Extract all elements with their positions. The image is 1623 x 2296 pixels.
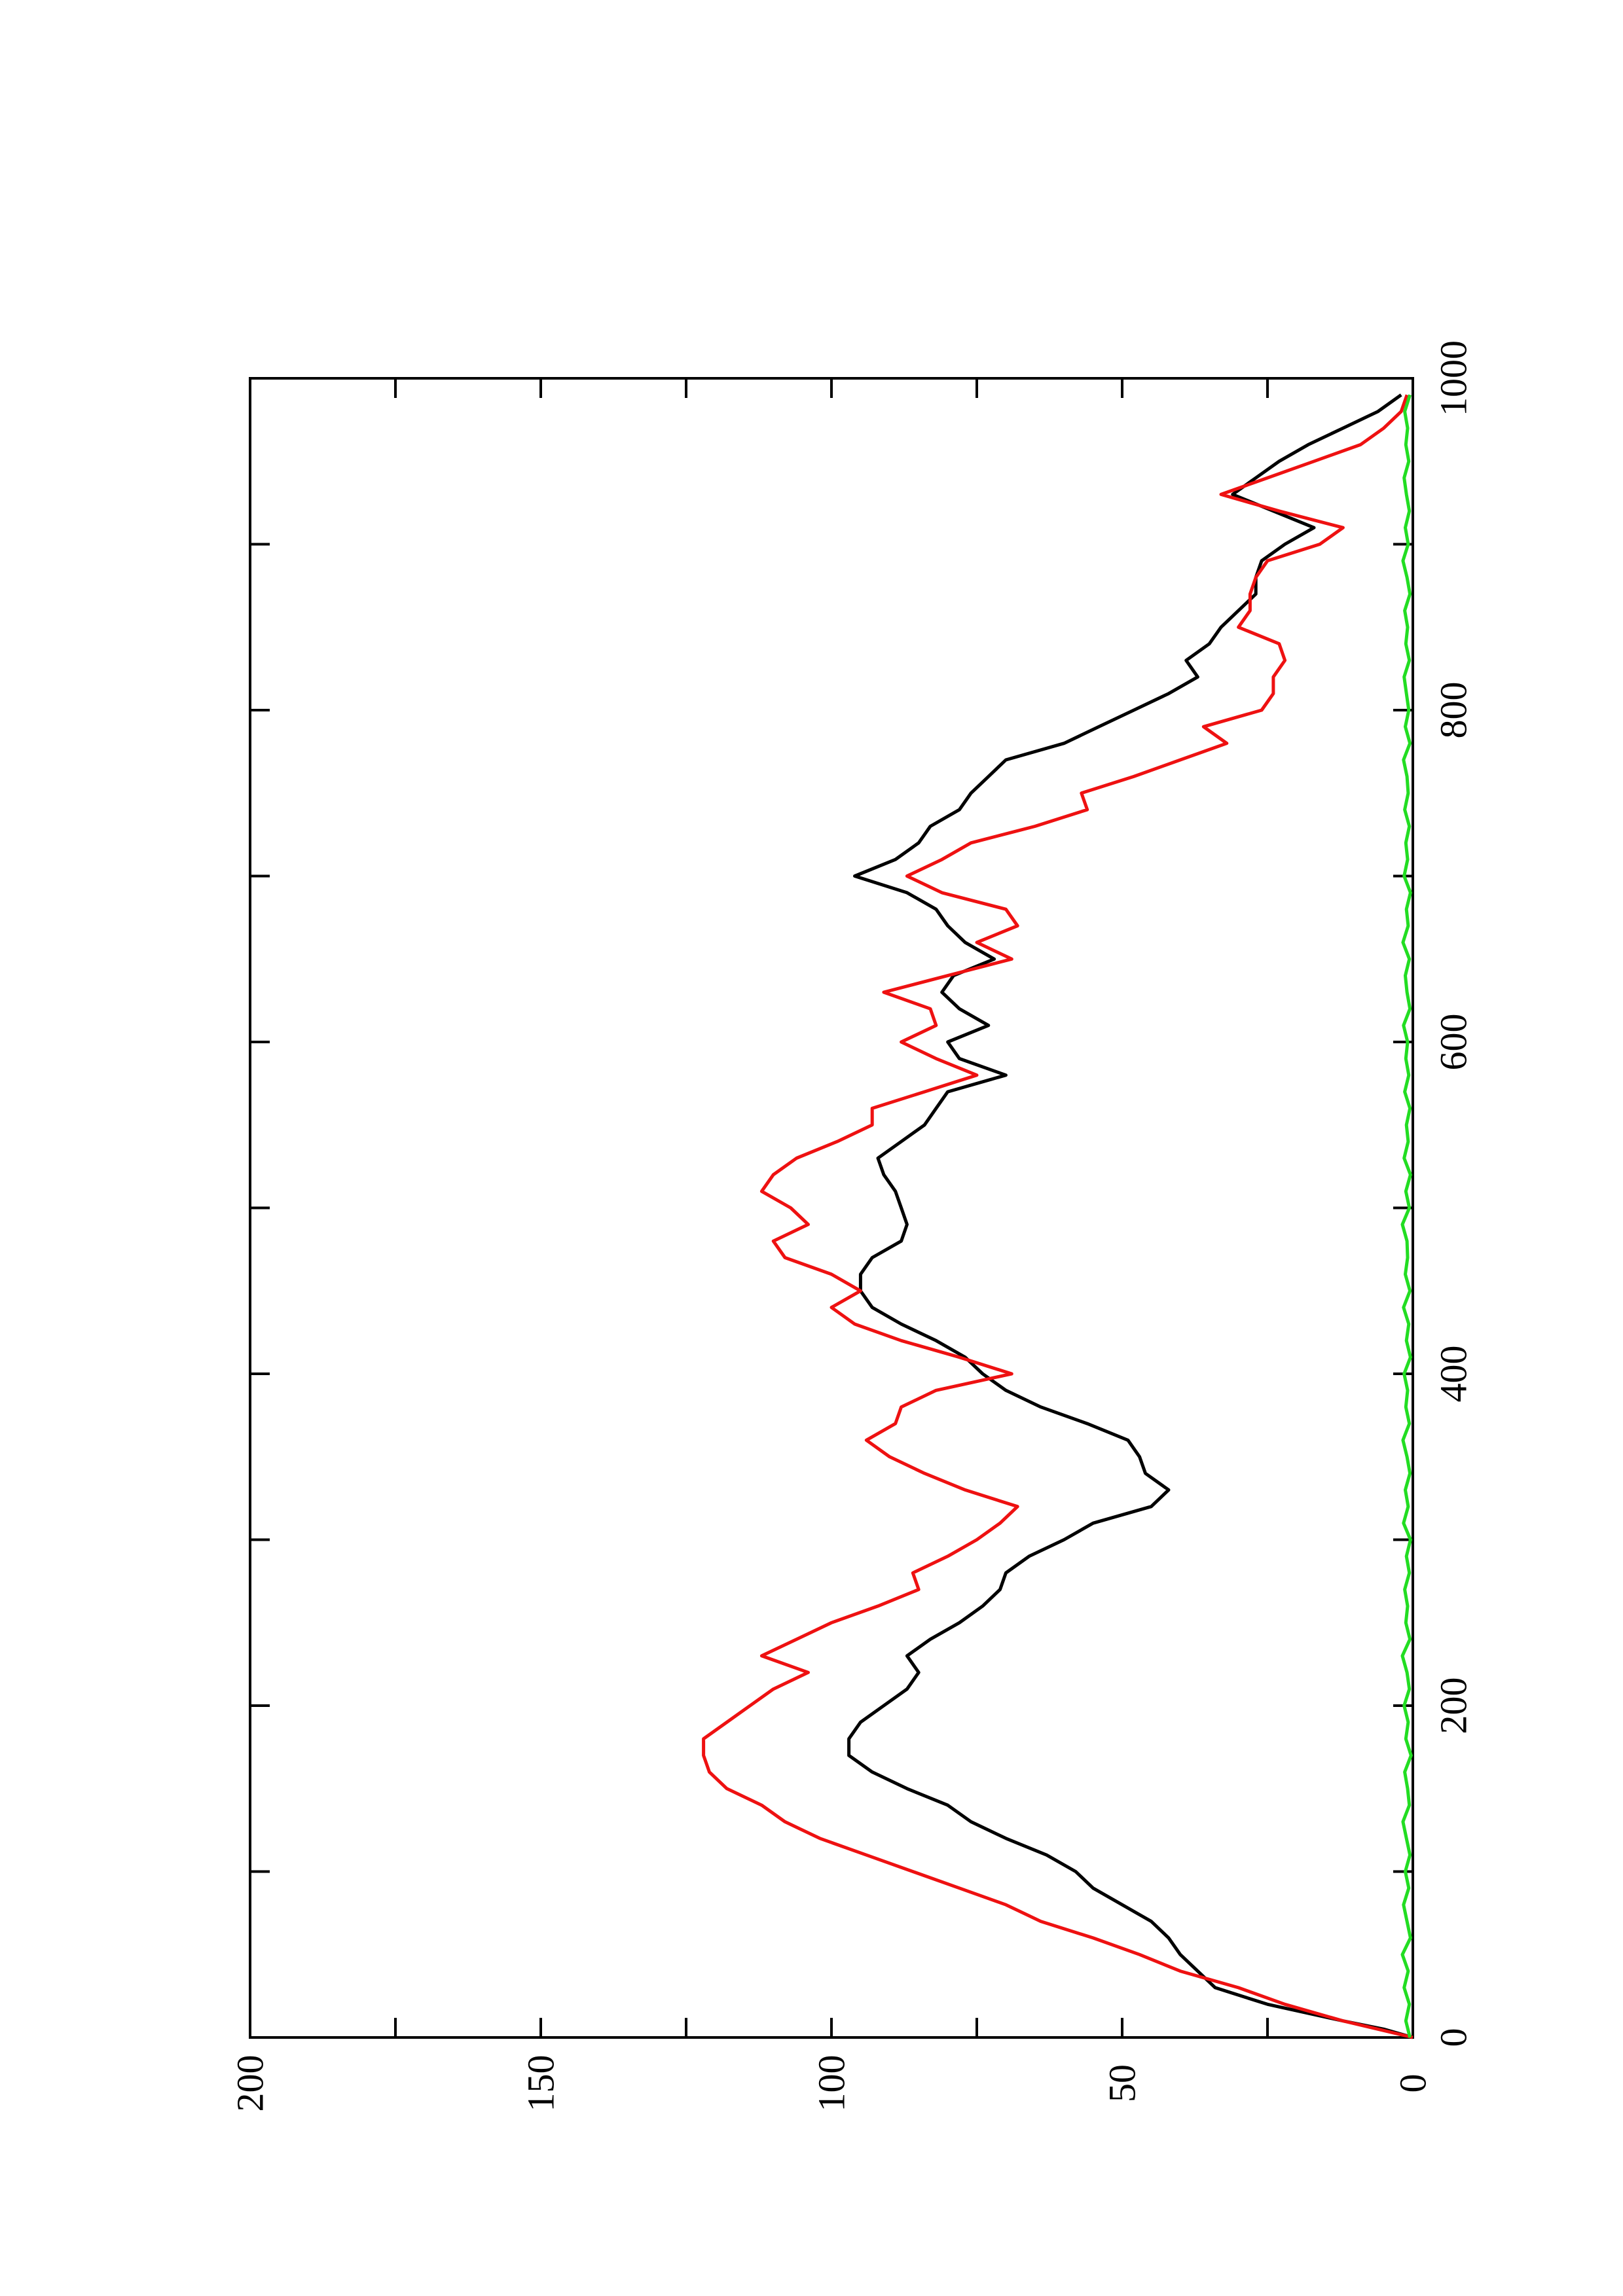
series-line-2	[702, 394, 1413, 2039]
x-tick-label: 600	[1432, 1014, 1475, 1071]
series-line-1	[847, 393, 1413, 2039]
y-tick-label: 200	[229, 2055, 272, 2112]
y-tick-label: 50	[1101, 2064, 1144, 2102]
series-line-3	[1400, 394, 1413, 2038]
y-tick-label: 150	[520, 2055, 562, 2112]
y-tick-label: 100	[811, 2055, 853, 2112]
axis-ticks	[249, 377, 1414, 2039]
y-tick-label: 0	[1392, 2074, 1434, 2093]
x-tick-label: 0	[1432, 2028, 1475, 2047]
x-tick-label: 200	[1432, 1677, 1475, 1734]
series-group	[702, 393, 1413, 2039]
axis-tick-labels: 0 200 400 600 800 1000 0 50 100 150 200	[229, 340, 1475, 2112]
x-tick-label: 1000	[1432, 340, 1475, 416]
x-tick-label: 400	[1432, 1346, 1475, 1403]
x-tick-label: 800	[1432, 682, 1475, 739]
